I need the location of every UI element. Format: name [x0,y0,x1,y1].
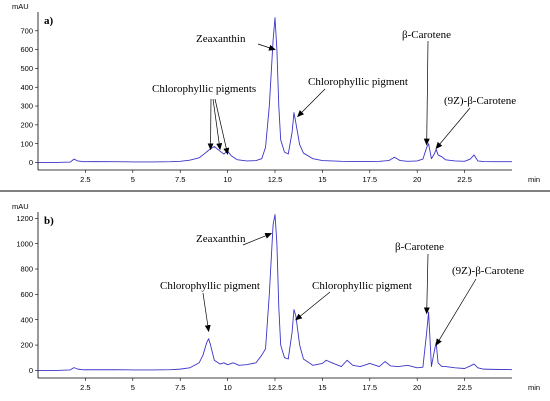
peak-annotation-label: Chlorophyllic pigments [152,83,256,95]
x-tick-label: 10 [223,383,231,392]
annotation-arrow [295,291,331,321]
annotation-arrow [423,40,430,146]
y-tick-label: 300 [20,102,33,111]
y-tick-label: 800 [20,265,33,274]
x-axis-unit: min [528,175,540,184]
peak-annotation-label: (9Z)-β-Carotene [452,265,524,277]
peak-annotation-label: β-Carotene [395,241,444,253]
peak-annotation-label: β-Carotene [402,29,451,41]
y-tick-label: 0 [29,158,33,167]
panel-b: 0 200 400 600 800 1000 1200 2.5 5 7.5 10 12.5 15 17.5… [12,202,540,392]
x-tick-label: 5 [131,175,135,184]
chromatogram-trace [38,17,512,163]
x-tick-label: 5 [131,383,135,392]
annotation-arrow [435,278,477,346]
x-axis-unit: min [528,383,540,392]
x-tick-label: 15 [318,383,326,392]
y-tick-label: 500 [20,64,33,73]
x-tick-label: 20 [413,383,421,392]
x-tick-label: 17.5 [362,175,377,184]
y-tick-label: 700 [20,26,33,35]
peak-annotation-label: Chlorophyllic pigment [312,280,412,292]
peak-annotation-label: Zeaxanthin [196,33,246,45]
x-tick-label: 22.5 [457,383,472,392]
x-tick-label: 12.5 [268,175,283,184]
x-tick-label: 22.5 [457,175,472,184]
x-tick-label: 17.5 [362,383,377,392]
y-tick-label: 400 [20,315,33,324]
x-tick-label: 7.5 [175,175,185,184]
annotation-arrow [242,233,273,246]
y-tick-label: 0 [29,366,33,375]
x-tick-label: 2.5 [80,175,90,184]
annotation-arrow [214,98,230,155]
y-axis-unit: mAU [12,2,29,11]
annotation-arrow [202,292,211,333]
panel-label: a) [44,15,54,27]
x-tick-label: 12.5 [268,383,283,392]
annotation-arrow [423,253,430,315]
panel-a: 0 100 200 300 400 500 600 700 2.5 5 7.5 10 12.5 15 17.… [12,2,540,184]
y-tick-label: 400 [20,83,33,92]
x-tick-label: 2.5 [80,383,90,392]
peak-annotation-label: Chlorophyllic pigment [308,76,408,88]
chromatogram-trace [38,214,513,371]
y-axis-unit: mAU [12,202,29,211]
x-tick-label: 15 [318,175,326,184]
x-tick-label: 20 [413,175,421,184]
panel-label: b) [44,215,54,227]
peak-annotation-label: (9Z)-β-Carotene [444,95,516,107]
annotation-arrow [297,88,326,118]
peak-annotation-label: Chlorophyllic pigment [160,280,260,292]
x-tick-label: 10 [223,175,231,184]
y-tick-label: 200 [20,341,33,350]
y-tick-label: 1200 [16,214,33,223]
y-tick-label: 200 [20,120,33,129]
peak-annotation-label: Zeaxanthin [196,233,246,245]
y-tick-label: 1000 [16,239,33,248]
annotation-arrow [212,98,223,151]
y-tick-label: 600 [20,45,33,54]
annotation-arrow [257,43,276,51]
annotation-arrow [435,107,471,150]
y-tick-label: 600 [20,290,33,299]
y-tick-label: 100 [20,139,33,148]
x-tick-label: 7.5 [175,383,185,392]
